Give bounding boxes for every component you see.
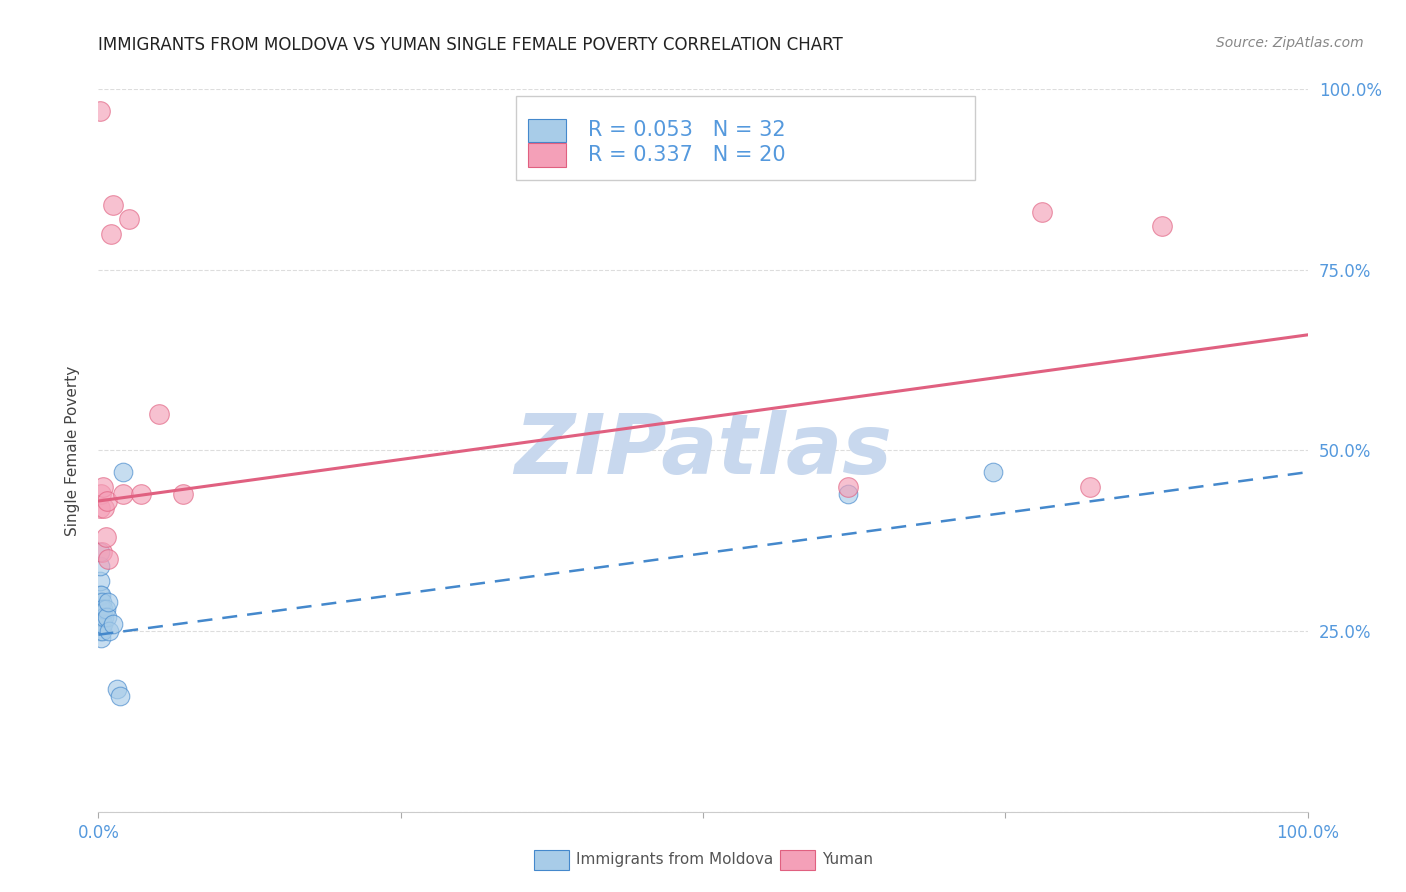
Point <box>172 487 194 501</box>
Point <box>111 465 134 479</box>
Text: Yuman: Yuman <box>823 853 873 867</box>
Point <box>89 544 111 558</box>
Point <box>101 616 124 631</box>
Text: Immigrants from Moldova: Immigrants from Moldova <box>576 853 773 867</box>
Point <box>1152 219 1174 234</box>
Point <box>97 551 120 566</box>
Text: R = 0.053   N = 32: R = 0.053 N = 32 <box>588 120 786 140</box>
Point <box>91 609 114 624</box>
Point <box>91 616 114 631</box>
Point <box>105 681 128 696</box>
Point <box>129 487 152 501</box>
Point <box>108 689 131 703</box>
Point <box>97 595 120 609</box>
Point <box>89 624 111 639</box>
Point <box>90 602 112 616</box>
Point <box>90 609 112 624</box>
Point <box>101 198 124 212</box>
FancyBboxPatch shape <box>516 96 976 179</box>
Point <box>91 595 114 609</box>
Point <box>100 227 122 241</box>
Point <box>89 501 111 516</box>
Point <box>96 609 118 624</box>
Point <box>91 624 114 639</box>
Point <box>89 574 111 588</box>
Point <box>89 602 111 616</box>
Point <box>93 501 115 516</box>
Point <box>89 588 111 602</box>
Text: IMMIGRANTS FROM MOLDOVA VS YUMAN SINGLE FEMALE POVERTY CORRELATION CHART: IMMIGRANTS FROM MOLDOVA VS YUMAN SINGLE … <box>98 36 844 54</box>
Point <box>1078 480 1101 494</box>
Point <box>93 609 115 624</box>
Point <box>89 559 111 574</box>
Point <box>89 616 111 631</box>
FancyBboxPatch shape <box>527 144 567 167</box>
Point <box>89 609 111 624</box>
Point <box>90 487 112 501</box>
Point <box>90 588 112 602</box>
Point <box>1031 205 1053 219</box>
Text: Source: ZipAtlas.com: Source: ZipAtlas.com <box>1216 36 1364 50</box>
Point <box>118 212 141 227</box>
Point <box>91 544 114 558</box>
Point <box>91 602 114 616</box>
Point <box>111 487 134 501</box>
Point <box>90 632 112 646</box>
Point <box>148 407 170 421</box>
Point <box>837 480 859 494</box>
Text: R = 0.337   N = 20: R = 0.337 N = 20 <box>588 145 786 165</box>
Point <box>94 602 117 616</box>
Point <box>981 465 1004 479</box>
FancyBboxPatch shape <box>527 119 567 142</box>
Point <box>91 616 114 631</box>
Point <box>89 595 111 609</box>
Point <box>94 530 117 544</box>
Point <box>90 616 112 631</box>
Y-axis label: Single Female Poverty: Single Female Poverty <box>65 366 80 535</box>
Point <box>837 487 859 501</box>
Point <box>96 494 118 508</box>
Point <box>98 624 121 639</box>
Point <box>91 480 114 494</box>
Point <box>89 609 111 624</box>
Point <box>89 103 111 118</box>
Text: ZIPatlas: ZIPatlas <box>515 410 891 491</box>
